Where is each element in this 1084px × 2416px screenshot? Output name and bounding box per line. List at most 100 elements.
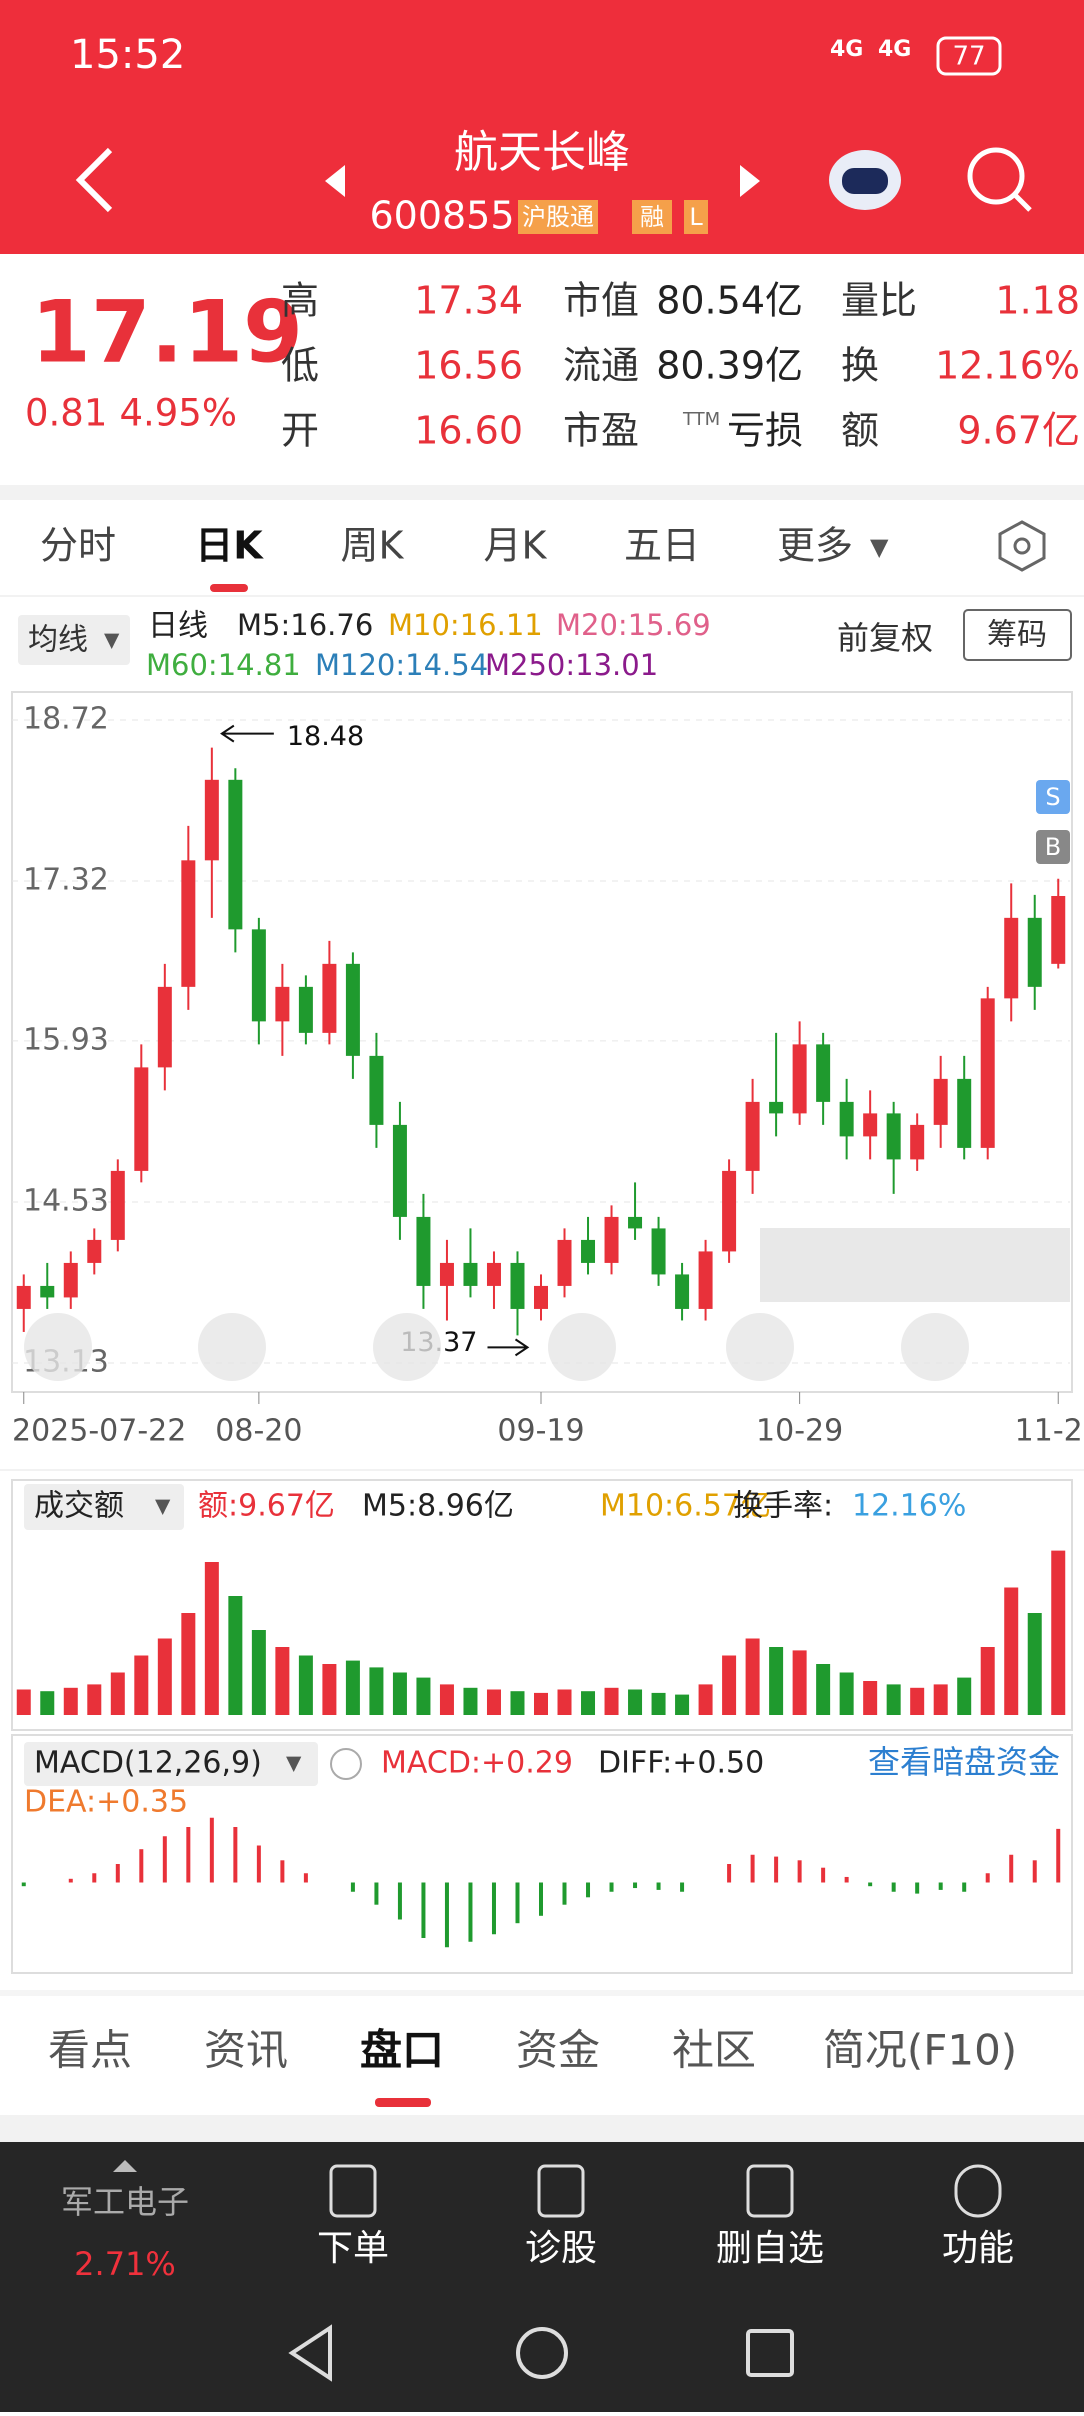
- volume-bar: [839, 1672, 854, 1715]
- bottom-tab[interactable]: 盘口: [360, 2026, 444, 2075]
- chart-control[interactable]: [548, 1313, 616, 1381]
- volume-legend: 12.16%: [852, 1489, 966, 1524]
- action-label[interactable]: 删自选: [716, 2228, 824, 2269]
- nav-back[interactable]: [288, 2324, 332, 2382]
- search-handle: [1013, 193, 1032, 212]
- help-icon[interactable]: [330, 1748, 362, 1780]
- prev-stock[interactable]: [325, 165, 345, 197]
- candle-body: [416, 1216, 431, 1286]
- chart-control[interactable]: [198, 1313, 266, 1381]
- volume-bar: [181, 1613, 196, 1715]
- x-tick-label: 08-20: [215, 1414, 302, 1449]
- candle-body: [886, 1113, 901, 1160]
- tab[interactable]: 日K: [195, 524, 264, 568]
- sector[interactable]: 军工电子: [61, 2183, 189, 2221]
- chart-control[interactable]: [24, 1313, 92, 1381]
- zone: [760, 1228, 1070, 1302]
- low-arrow: [487, 1338, 530, 1357]
- macd-selector[interactable]: [24, 1742, 318, 1786]
- candle-body: [910, 1124, 925, 1160]
- volume-bar: [604, 1687, 619, 1715]
- x-tick-label: 11-28: [1015, 1414, 1084, 1449]
- volume-bar: [557, 1689, 572, 1715]
- volume-bar: [1004, 1587, 1019, 1715]
- dropdown-arrow: ▼: [104, 628, 120, 652]
- volume-bar: [87, 1684, 102, 1715]
- candle-body: [87, 1239, 102, 1263]
- candle-body: [228, 779, 243, 930]
- bottom-actions: 下单 诊股 删自选 功能: [317, 2164, 1014, 2269]
- candle-body: [769, 1101, 784, 1114]
- next-stock[interactable]: [740, 165, 760, 197]
- candle-body: [298, 986, 313, 1033]
- volume-bar: [439, 1684, 454, 1715]
- candle-body: [557, 1239, 572, 1286]
- macd-link[interactable]: 查看暗盘资金: [868, 1743, 1060, 1781]
- volume-bar: [886, 1684, 901, 1715]
- bottom-tab[interactable]: 社区: [672, 2026, 756, 2075]
- candle-body: [980, 998, 995, 1148]
- indicator-selector[interactable]: [18, 615, 130, 665]
- x-tick-label: 10-29: [756, 1414, 843, 1449]
- quote-cell: 80.54亿: [656, 279, 803, 323]
- macd-legend: MACD(12,26,9): [34, 1746, 262, 1781]
- volume-bar: [651, 1692, 666, 1715]
- tab[interactable]: 分时: [40, 524, 116, 568]
- volume-bar: [534, 1692, 548, 1715]
- macd-legend: MACD:+0.29: [381, 1746, 573, 1781]
- tab[interactable]: 更多: [777, 524, 853, 568]
- buy-marker: [1036, 830, 1070, 864]
- macd-legend: DEA:+0.35: [24, 1785, 188, 1820]
- candle-body: [16, 1285, 31, 1309]
- dropdown-arrow: ▼: [870, 533, 889, 561]
- chart-control[interactable]: [726, 1313, 794, 1381]
- candle-body: [1051, 895, 1066, 964]
- volume-bar: [228, 1596, 243, 1715]
- candle-body: [839, 1101, 854, 1137]
- bottom-tab[interactable]: 看点: [48, 2026, 132, 2075]
- nav-home[interactable]: [516, 2327, 568, 2379]
- action-label[interactable]: 下单: [317, 2228, 389, 2269]
- chart-control[interactable]: [373, 1313, 441, 1381]
- candle-body: [581, 1239, 596, 1263]
- macd-chart: MACD(12,26,9) MACD:+0.29 DIFF:+0.50 DEA:+0.…: [21, 1743, 1061, 1948]
- chart-control[interactable]: [901, 1313, 969, 1381]
- action-label[interactable]: 诊股: [525, 2228, 597, 2269]
- candle-body: [675, 1274, 690, 1309]
- candle-body: [722, 1170, 737, 1252]
- chips-button[interactable]: [963, 609, 1072, 661]
- battery: [936, 36, 1002, 76]
- bottom-tab[interactable]: 简况(F10): [823, 2026, 1017, 2075]
- adjust[interactable]: 前复权: [837, 619, 933, 657]
- dropdown-arrow: ▼: [286, 1751, 302, 1775]
- bottom-tab[interactable]: 资讯: [204, 2026, 288, 2075]
- tab[interactable]: 五日: [624, 524, 700, 568]
- volume-selector[interactable]: [24, 1484, 184, 1530]
- settings-button[interactable]: [998, 520, 1046, 572]
- bottom-tab[interactable]: 资金: [516, 2026, 600, 2075]
- nav-recent[interactable]: [746, 2329, 794, 2377]
- back-button[interactable]: [75, 147, 113, 213]
- tabs: 分时 日K 周K 月K 五日 更多: [40, 524, 853, 568]
- y-tick-label: 18.72: [23, 702, 109, 737]
- candle-body: [651, 1228, 666, 1275]
- high-label: 18.48: [287, 721, 364, 752]
- sell-marker: [1036, 780, 1070, 814]
- candle-body: [698, 1251, 713, 1309]
- chips-text: 筹码: [987, 618, 1047, 653]
- candle-body: [204, 779, 219, 861]
- macd-legend: DIFF:+0.50: [598, 1746, 764, 1781]
- sector-change: 2.71%: [74, 2245, 176, 2283]
- volume-bar: [1051, 1550, 1066, 1715]
- action-label[interactable]: 功能: [942, 2228, 1014, 2269]
- sell-marker-text: S: [1045, 783, 1060, 811]
- tab[interactable]: 月K: [484, 524, 548, 568]
- tab[interactable]: 周K: [341, 524, 405, 568]
- search-button[interactable]: [967, 147, 1025, 205]
- volume-bar: [486, 1689, 501, 1715]
- bottom-bar: [0, 2142, 1084, 2412]
- volume-bar: [957, 1677, 972, 1715]
- volume-bar: [369, 1667, 384, 1715]
